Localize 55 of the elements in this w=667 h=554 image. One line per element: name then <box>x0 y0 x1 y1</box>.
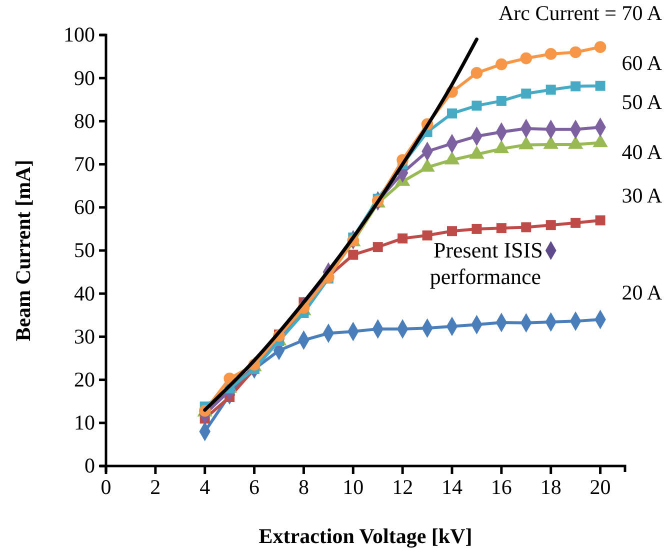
x-tick-label: 10 <box>342 474 364 499</box>
series-label: 60 A <box>622 50 663 75</box>
point <box>594 41 606 53</box>
point <box>447 226 457 236</box>
x-tick-label: 0 <box>100 474 112 499</box>
point <box>496 223 506 234</box>
point <box>472 224 482 234</box>
y-tick-label: 100 <box>64 22 95 47</box>
x-tick-label: 12 <box>392 474 414 499</box>
x-tick-label: 20 <box>590 474 611 499</box>
point <box>447 108 457 118</box>
y-tick-label: 30 <box>74 324 95 348</box>
point <box>544 48 557 60</box>
point <box>472 100 482 111</box>
point <box>570 218 581 228</box>
x-axis-title: Extraction Voltage [kV] <box>258 524 472 548</box>
point <box>496 96 506 106</box>
point <box>372 242 383 252</box>
y-tick-label: 0 <box>84 454 95 478</box>
x-tick-label: 18 <box>540 474 562 499</box>
series-label: 50 A <box>622 90 663 114</box>
x-tick-label: 8 <box>298 474 309 499</box>
y-tick-label: 70 <box>74 152 95 176</box>
x-tick-label: 16 <box>490 474 512 499</box>
series-label: 30 A <box>622 183 663 208</box>
point <box>521 222 532 232</box>
point <box>546 84 556 95</box>
y-tick-label: 50 <box>74 238 95 262</box>
series-label: 20 A <box>622 280 663 304</box>
y-tick-label: 20 <box>74 368 95 392</box>
point <box>422 230 432 240</box>
y-tick-label: 80 <box>74 108 95 133</box>
point <box>521 88 532 99</box>
x-tick-label: 4 <box>200 474 211 499</box>
point <box>398 233 408 244</box>
point <box>546 220 556 230</box>
point <box>570 81 581 92</box>
point <box>595 80 606 91</box>
point <box>348 250 358 260</box>
y-axis-title: Beam Current [mA] <box>11 160 35 342</box>
point <box>595 215 606 226</box>
point <box>496 58 508 70</box>
y-tick-label: 90 <box>74 66 95 90</box>
y-tick-label: 40 <box>74 281 95 306</box>
annotation: Present ISIS performance <box>430 238 543 289</box>
point <box>470 67 483 79</box>
x-tick-label: 6 <box>249 474 260 499</box>
x-tick-label: 2 <box>150 474 161 499</box>
series-label: 40 A <box>622 140 663 164</box>
y-tick-label: 60 <box>74 195 95 220</box>
series-label: Arc Current = 70 A <box>498 1 663 26</box>
x-tick-label: 14 <box>442 474 463 499</box>
point <box>520 52 532 64</box>
y-tick-label: 10 <box>74 410 95 435</box>
point <box>570 46 582 58</box>
